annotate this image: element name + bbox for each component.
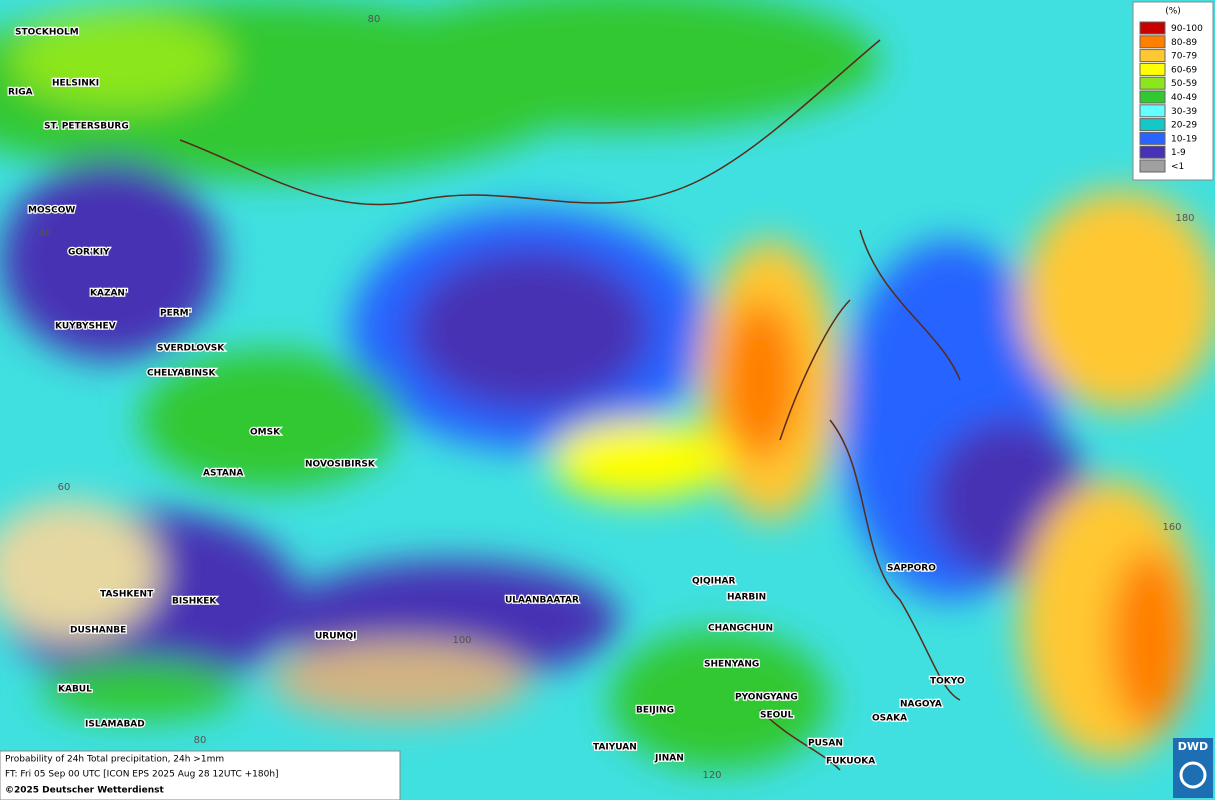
grid-label: 80 — [194, 735, 207, 746]
labels: STOCKHOLM HELSINKI RIGA ST. PETERSBURG MOSCO… — [7, 14, 1195, 781]
grid-label: 80 — [368, 14, 381, 25]
footer-line: ©2025 Deutscher Wetterdienst — [5, 786, 164, 796]
grid-label: 180 — [1175, 213, 1194, 224]
legend: (%) 90-100 80-89 70-79 60-69 50-59 40-49 30-39… — [1132, 1, 1214, 181]
city-label: KABUL — [58, 685, 92, 695]
city-label: FUKUOKA — [826, 757, 875, 767]
legend-swatch — [1139, 35, 1166, 49]
legend-label: 80-89 — [1171, 38, 1197, 48]
city-label: SEOUL — [760, 711, 794, 721]
city-label: NOVOSIBIRSK — [305, 460, 376, 470]
legend-swatch — [1139, 90, 1166, 104]
grid-label: 100 — [452, 635, 471, 646]
legend-label: 50-59 — [1171, 79, 1197, 89]
legend-swatch — [1139, 159, 1166, 173]
legend-label: <1 — [1171, 162, 1184, 172]
legend-label: 1-9 — [1171, 148, 1186, 158]
legend-swatch — [1139, 62, 1166, 76]
footer-line: FT: Fri 05 Sep 00 UTC [ICON EPS 2025 Aug… — [5, 770, 279, 780]
legend-swatch — [1139, 104, 1166, 118]
city-label: PUSAN — [808, 739, 843, 749]
legend-label: 10-19 — [1171, 134, 1197, 144]
footer: Probability of 24h Total precipitation, … — [0, 750, 401, 801]
city-label: ULAANBAATAR — [505, 596, 579, 606]
city-label: PYONGYANG — [735, 693, 798, 703]
legend-label: 70-79 — [1171, 52, 1197, 62]
city-label: NAGOYA — [900, 700, 942, 710]
legend-swatch — [1139, 76, 1166, 90]
city-label: CHELYABINSK — [147, 369, 216, 379]
city-label: JINAN — [654, 754, 684, 764]
grid-label: 160 — [1162, 522, 1181, 533]
city-label: OMSK — [250, 428, 281, 438]
legend-swatch — [1139, 145, 1166, 159]
legend-label: 60-69 — [1171, 65, 1197, 75]
legend-title: (%) — [1165, 7, 1181, 17]
city-label: KAZAN' — [90, 289, 128, 299]
logo-text: DWD — [1178, 740, 1208, 753]
city-label: GOR'KIY — [68, 248, 110, 258]
city-label: BEIJING — [636, 706, 674, 716]
city-label: TASHKENT — [100, 590, 154, 600]
city-label: QIQIHAR — [692, 577, 735, 587]
legend-label: 30-39 — [1171, 107, 1197, 117]
city-label: TAIYUAN — [593, 743, 637, 753]
city-label: SVERDLOVSK — [157, 344, 225, 354]
legend-swatch — [1139, 131, 1166, 145]
city-label: HARBIN — [727, 593, 766, 603]
city-label: SAPPORO — [887, 564, 936, 574]
city-label: URUMQI — [315, 632, 357, 642]
legend-label: 20-29 — [1171, 121, 1197, 131]
legend-label: 90-100 — [1171, 24, 1203, 34]
city-label: ASTANA — [203, 469, 243, 479]
legend-swatch — [1139, 21, 1166, 35]
footer-line: Probability of 24h Total precipitation, … — [5, 755, 224, 765]
grid-label: 60 — [58, 482, 71, 493]
city-label: OSAKA — [872, 714, 907, 724]
city-label: ST. PETERSBURG — [44, 122, 129, 132]
city-label: CHANGCHUN — [708, 624, 773, 634]
city-label: DUSHANBE — [70, 626, 126, 636]
city-label: HELSINKI — [52, 79, 99, 89]
city-label: TOKYO — [930, 677, 965, 687]
city-label: ISLAMABAD — [85, 720, 145, 730]
logo: DWD — [1173, 738, 1213, 798]
legend-swatch — [1139, 118, 1166, 132]
city-label: MOSCOW — [28, 206, 75, 216]
city-label: STOCKHOLM — [15, 28, 79, 38]
city-label: PERM' — [160, 309, 191, 319]
city-label: KUYBYSHEV — [55, 322, 116, 332]
grid-label: 120 — [702, 770, 721, 781]
grid-label: 40 — [39, 228, 52, 239]
legend-label: 40-49 — [1171, 93, 1197, 103]
legend-swatch — [1139, 49, 1166, 63]
city-label: RIGA — [8, 88, 33, 98]
city-label: SHENYANG — [704, 660, 759, 670]
city-label: BISHKEK — [172, 597, 217, 607]
